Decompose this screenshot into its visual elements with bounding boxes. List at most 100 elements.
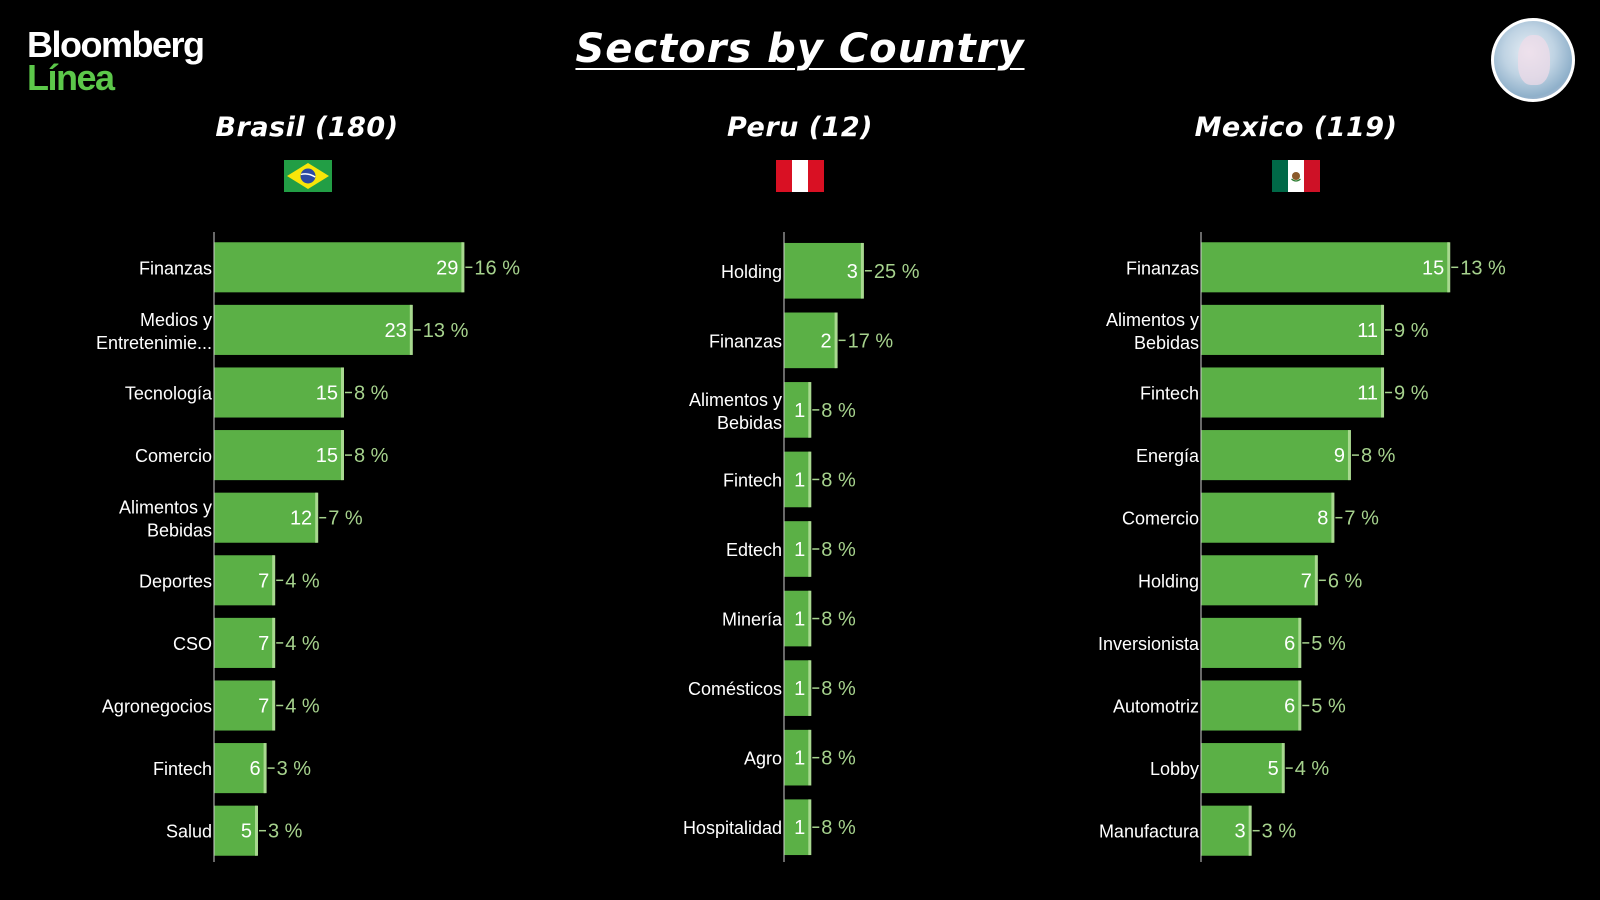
mexico-bar-edge (1447, 242, 1451, 293)
brasil-value-label: 6 (249, 758, 260, 780)
mexico-bar (1201, 367, 1384, 418)
brasil-bar-edge (255, 805, 258, 856)
page-title: Sectors by Country (575, 26, 1025, 72)
brasil-bar (214, 680, 275, 731)
mexico-percent-label: 7 % (1344, 508, 1379, 530)
mexico-percent-label: 9 % (1394, 320, 1429, 342)
peru-category-label: Alimentos y Bebidas (689, 390, 782, 433)
brasil-bar (214, 555, 275, 606)
logo-line-1: Bloomberg (27, 24, 205, 65)
brasil-percent-label: 3 % (277, 758, 312, 780)
peru-category-label: Hospitalidad (683, 818, 782, 838)
brasil-percent-label: 8 % (354, 445, 389, 467)
brasil-value-label: 15 (316, 445, 338, 467)
mexico-bar-edge (1381, 304, 1385, 355)
peru-value-label: 1 (794, 539, 805, 561)
mexico-value-label: 8 (1317, 508, 1328, 530)
brasil-value-label: 29 (436, 257, 458, 279)
mexico-percent-label: 5 % (1311, 633, 1346, 655)
peru-category-label: Comésticos (688, 679, 782, 699)
brasil-value-label: 12 (290, 508, 312, 530)
mexico-bar (1201, 680, 1301, 731)
brasil-bar-edge (315, 492, 319, 543)
mexico-value-label: 15 (1422, 257, 1444, 279)
peru-bar-edge (808, 799, 812, 856)
mexico-value-label: 11 (1357, 383, 1378, 405)
peru-percent-label: 25 % (874, 261, 920, 283)
mexico-bar (1201, 743, 1284, 794)
brasil-percent-label: 16 % (474, 257, 520, 279)
mexico-bar (1201, 430, 1350, 481)
brasil-category-label: Comercio (135, 446, 212, 466)
mexico-category-label: Manufactura (1099, 822, 1200, 842)
brasil-category-label: Agronegocios (102, 697, 212, 717)
mexico-bar-edge (1314, 555, 1318, 606)
brasil-bar (214, 242, 464, 293)
brasil-percent-label: 7 % (328, 508, 363, 530)
brasil-value-label: 15 (316, 383, 338, 405)
logo-line-2: Línea (27, 57, 115, 98)
brasil-category-label: Deportes (139, 571, 212, 591)
peru-percent-label: 8 % (821, 748, 856, 770)
mexico-category-label: Lobby (1150, 759, 1199, 779)
peru-category-label: Finanzas (709, 331, 782, 351)
brasil-percent-label: 13 % (423, 320, 469, 342)
mexico-value-label: 3 (1235, 821, 1246, 843)
mexico-value-label: 11 (1357, 320, 1378, 342)
mexico-percent-label: 13 % (1460, 257, 1506, 279)
mexico-value-label: 5 (1268, 758, 1279, 780)
peru-category-label: Fintech (723, 470, 782, 490)
peru-bar-edge (808, 521, 812, 577)
mexico-category-label: Fintech (1140, 384, 1199, 404)
peru-value-label: 1 (794, 678, 805, 700)
brazil-flag-icon (284, 160, 332, 192)
mexico-percent-label: 8 % (1361, 445, 1396, 467)
peru-bar-edge (808, 451, 812, 508)
mexico-chart-title: Mexico (119) (1194, 112, 1398, 143)
mexico-bar (1201, 304, 1384, 355)
peru-percent-label: 8 % (821, 400, 856, 422)
brasil-bar-edge (341, 367, 344, 418)
mexico-bar (1201, 242, 1450, 293)
mexico-value-label: 6 (1284, 696, 1295, 718)
peru-value-label: 1 (794, 469, 805, 491)
peru-bar (784, 590, 811, 647)
mexico-bar (1201, 805, 1251, 856)
peru-flag-icon (776, 160, 824, 192)
mexico-percent-label: 5 % (1311, 696, 1346, 718)
mexico-category-label: Finanzas (1126, 258, 1199, 278)
peru-percent-label: 17 % (848, 330, 894, 352)
peru-percent-label: 8 % (821, 469, 856, 491)
brasil-bar-edge (263, 743, 267, 794)
mexico-category-label: Alimentos y Bebidas (1106, 310, 1199, 353)
brasil-bar-edge (272, 680, 276, 731)
mexico-category-label: Inversionista (1098, 634, 1200, 654)
peru-bar (784, 242, 863, 299)
mexico-percent-label: 4 % (1295, 758, 1330, 780)
peru-bar-edge (808, 660, 812, 716)
brasil-percent-label: 4 % (285, 633, 320, 655)
peru-category-label: Edtech (726, 540, 782, 560)
brasil-percent-label: 3 % (268, 821, 303, 843)
brasil-value-label: 7 (258, 633, 269, 655)
brasil-percent-label: 8 % (354, 383, 389, 405)
mexico-percent-label: 3 % (1262, 821, 1297, 843)
peru-percent-label: 8 % (821, 817, 856, 839)
mexico-category-label: Comercio (1122, 509, 1199, 529)
brasil-value-label: 5 (241, 821, 252, 843)
peru-chart-title: Peru (12) (726, 112, 874, 143)
brasil-bar-edge (409, 304, 413, 355)
peru-bar (784, 660, 811, 716)
mexico-value-label: 7 (1301, 570, 1312, 592)
peru-value-label: 1 (794, 817, 805, 839)
peru-bar (784, 799, 811, 856)
peru-bar-edge (808, 382, 812, 438)
mexico-bar-edge (1381, 367, 1385, 418)
statue-avatar-icon (1491, 18, 1575, 102)
peru-value-label: 1 (794, 748, 805, 770)
mexico-category-label: Energía (1136, 446, 1200, 466)
mexico-bar-edge (1298, 680, 1302, 731)
mexico-percent-label: 6 % (1328, 570, 1363, 592)
brasil-bar (214, 492, 318, 543)
